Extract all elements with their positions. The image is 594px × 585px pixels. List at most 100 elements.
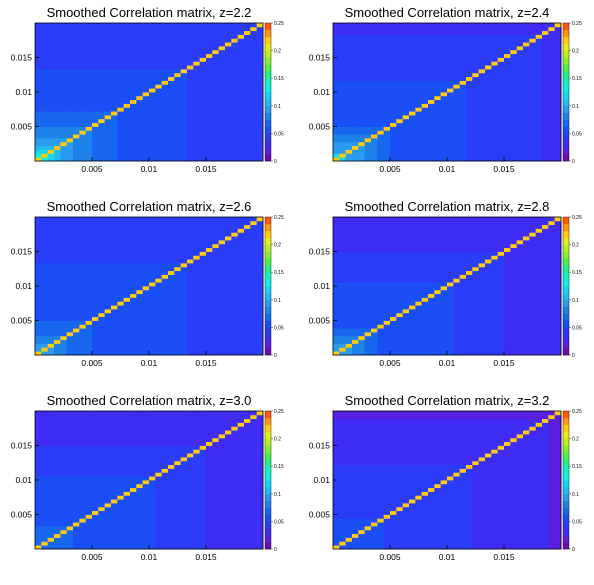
heatmap-cell — [187, 282, 194, 287]
heatmap-cell — [352, 297, 359, 302]
heatmap-cell — [390, 107, 397, 112]
heatmap-cell — [504, 107, 511, 112]
heatmap-cell — [516, 145, 524, 150]
heatmap-cell — [231, 72, 239, 78]
heatmap-cell — [142, 149, 150, 154]
heatmap-cell — [98, 309, 106, 314]
heatmap-cell — [377, 80, 385, 85]
heatmap-cell — [516, 153, 524, 158]
color-scale-band — [265, 251, 271, 259]
heatmap-cell — [345, 84, 353, 89]
heatmap-cell — [396, 118, 404, 124]
heatmap-cell — [333, 103, 340, 108]
heatmap-cell — [472, 118, 480, 124]
heatmap-cell — [111, 38, 118, 43]
heatmap-cell — [548, 30, 556, 35]
heatmap-cell — [54, 157, 61, 162]
heatmap-cell — [54, 263, 61, 268]
heatmap-cell — [472, 282, 480, 287]
heatmap-cell — [421, 251, 429, 256]
heatmap-cell — [212, 335, 220, 341]
heatmap-cell — [85, 293, 93, 298]
heatmap-cell — [92, 153, 99, 158]
heatmap-cell — [364, 339, 372, 344]
heatmap-cell — [231, 247, 239, 252]
heatmap-cell — [250, 217, 258, 222]
heatmap-cell — [199, 122, 207, 127]
heatmap-cell — [383, 53, 391, 58]
heatmap-cell — [510, 95, 518, 101]
heatmap-cell — [130, 141, 137, 147]
heatmap-cell — [85, 23, 93, 28]
heatmap-cell — [396, 30, 404, 35]
heatmap-cell — [136, 339, 144, 344]
y-tick-label: 0.015 — [11, 247, 33, 257]
heatmap-cell — [409, 84, 416, 89]
heatmap-cell — [161, 266, 169, 272]
heatmap-cell — [472, 111, 480, 116]
heatmap-cell — [396, 332, 404, 337]
heatmap-cell — [421, 343, 429, 348]
heatmap-cell — [516, 57, 524, 62]
heatmap-cell — [225, 270, 232, 275]
heatmap-cell — [339, 328, 347, 333]
heatmap-cell — [428, 30, 435, 35]
heatmap-cell — [35, 149, 42, 154]
heatmap-cell — [136, 289, 144, 295]
heatmap-cell — [428, 72, 435, 78]
heatmap-cell — [155, 328, 163, 333]
heatmap-cell — [130, 282, 137, 287]
heatmap-cell — [155, 53, 163, 58]
heatmap-cell — [60, 88, 68, 93]
heatmap-cell — [542, 46, 549, 51]
heatmap-cell — [98, 332, 106, 337]
heatmap-cell — [434, 99, 442, 104]
heatmap-cell — [256, 217, 264, 222]
heatmap-cell — [440, 236, 448, 241]
heatmap-cell — [447, 141, 454, 147]
heatmap-cell — [92, 95, 99, 101]
heatmap-cell — [130, 312, 137, 318]
heatmap-cell — [472, 80, 480, 85]
heatmap-cell — [66, 88, 74, 93]
heatmap-cell — [174, 107, 182, 112]
heatmap-cell — [415, 301, 423, 306]
heatmap-cell — [155, 122, 163, 127]
heatmap-cell — [60, 228, 68, 233]
heatmap-cell — [231, 232, 239, 237]
heatmap-cell — [161, 297, 169, 302]
heatmap-cell — [79, 95, 87, 101]
heatmap-cell — [447, 228, 454, 233]
heatmap-cell — [345, 26, 353, 32]
heatmap-cell — [41, 255, 49, 260]
heatmap-cell — [396, 153, 404, 158]
heatmap-cell — [472, 76, 480, 81]
heatmap-cell — [123, 309, 131, 314]
heatmap-cell — [428, 232, 435, 237]
color-scale-band — [265, 292, 271, 301]
heatmap-cell — [333, 286, 340, 291]
heatmap-cell — [409, 23, 416, 28]
heatmap-cell — [402, 217, 410, 222]
heatmap-cell — [180, 347, 188, 352]
heatmap-cell — [41, 138, 49, 143]
color-scale-band — [563, 126, 569, 134]
heatmap-cell — [66, 84, 74, 89]
heatmap-cell — [92, 115, 99, 120]
heatmap-cell — [250, 115, 258, 120]
heatmap-cell — [466, 46, 473, 51]
heatmap-cell — [440, 328, 448, 333]
heatmap-cell — [206, 339, 213, 344]
heatmap-cell — [440, 49, 448, 55]
heatmap-cell — [79, 316, 87, 321]
heatmap-cell — [66, 130, 74, 135]
heatmap-cell — [510, 153, 518, 158]
heatmap-cell — [250, 111, 258, 116]
heatmap-cell — [212, 26, 220, 32]
heatmap-cell — [453, 134, 461, 139]
heatmap-cell — [529, 115, 537, 120]
heatmap-cell — [187, 266, 194, 272]
heatmap-cell — [73, 134, 80, 139]
heatmap-cell — [212, 76, 220, 81]
heatmap-cell — [41, 126, 49, 131]
